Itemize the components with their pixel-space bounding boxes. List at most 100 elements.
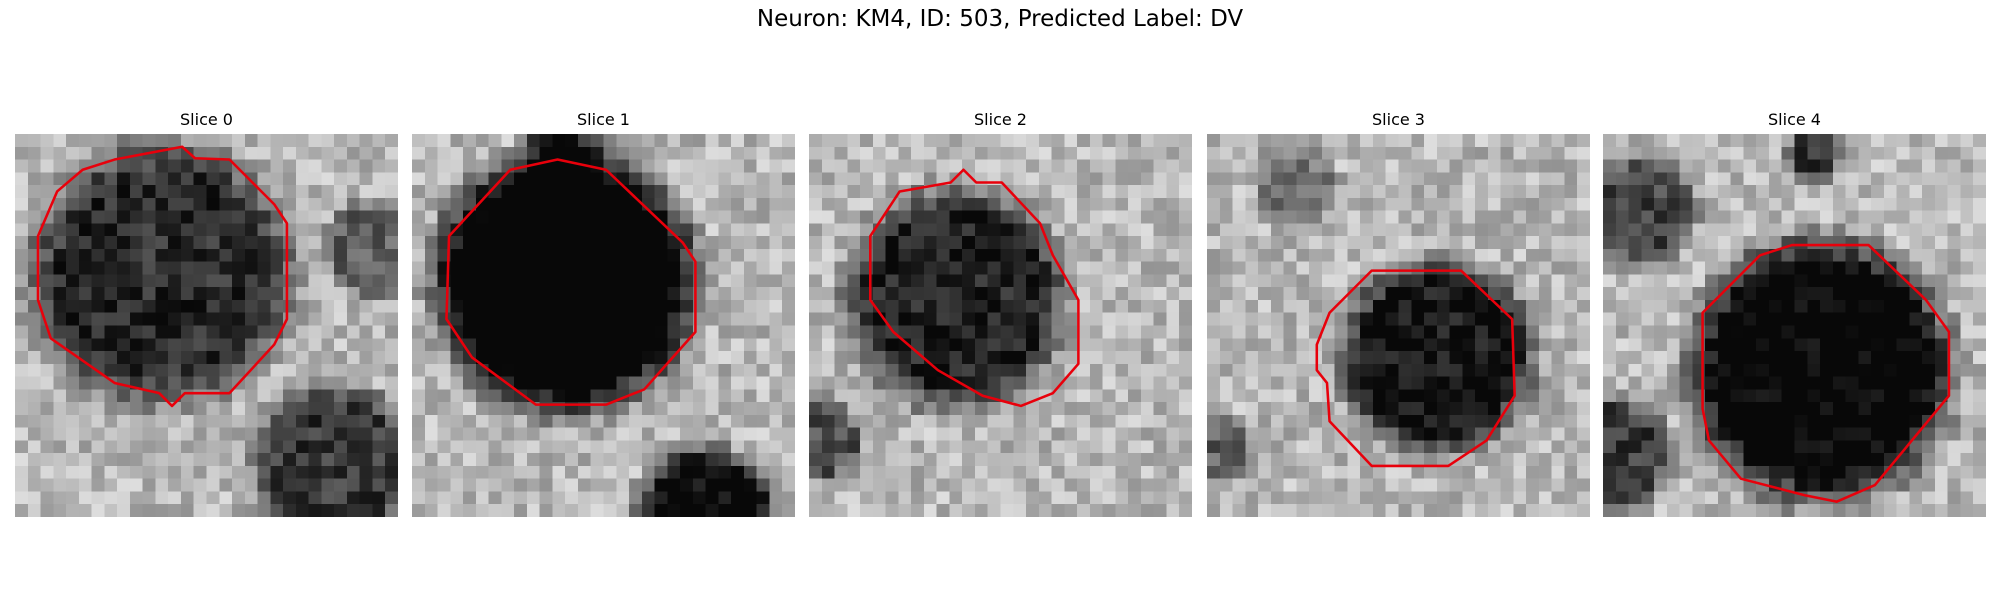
pixel bbox=[488, 299, 503, 314]
pixel bbox=[987, 312, 1002, 327]
pixel bbox=[821, 146, 836, 161]
pixel bbox=[641, 427, 656, 442]
pixel bbox=[1321, 363, 1336, 378]
pixel bbox=[1153, 210, 1168, 225]
pixel bbox=[1232, 185, 1246, 199]
pixel bbox=[577, 223, 592, 237]
pixel bbox=[488, 287, 503, 301]
pixel bbox=[1245, 299, 1259, 314]
pixel bbox=[308, 376, 323, 390]
pixel bbox=[1551, 312, 1566, 327]
pixel bbox=[552, 197, 566, 212]
pixel bbox=[193, 491, 208, 505]
pixel bbox=[1270, 504, 1285, 517]
pixel bbox=[283, 185, 297, 199]
pixel bbox=[526, 185, 541, 199]
pixel bbox=[1934, 299, 1949, 314]
pixel bbox=[15, 478, 29, 493]
pixel bbox=[359, 134, 374, 148]
pixel bbox=[1909, 402, 1923, 416]
pixel bbox=[1551, 236, 1566, 250]
pixel bbox=[552, 299, 566, 314]
pixel bbox=[1794, 197, 1808, 212]
pixel bbox=[1179, 338, 1192, 352]
pixel bbox=[40, 351, 54, 365]
pixel bbox=[526, 197, 541, 212]
pixel bbox=[488, 478, 503, 493]
pixel bbox=[104, 312, 118, 327]
pixel bbox=[244, 491, 259, 505]
pixel bbox=[834, 325, 848, 339]
pixel bbox=[718, 287, 732, 301]
pixel bbox=[1077, 453, 1091, 467]
pixel bbox=[91, 223, 106, 237]
pixel bbox=[1398, 453, 1412, 467]
pixel bbox=[1436, 402, 1451, 416]
pixel bbox=[949, 427, 963, 442]
pixel bbox=[1153, 134, 1168, 148]
pixel bbox=[1794, 248, 1808, 263]
pixel bbox=[475, 299, 490, 314]
pixel bbox=[834, 376, 848, 390]
pixel bbox=[616, 287, 630, 301]
pixel bbox=[1424, 504, 1438, 517]
pixel bbox=[552, 236, 566, 250]
pixel bbox=[1820, 236, 1834, 250]
pixel bbox=[1258, 248, 1272, 263]
pixel bbox=[1909, 376, 1923, 390]
pixel bbox=[1641, 440, 1655, 454]
pixel bbox=[667, 197, 681, 212]
pixel bbox=[1475, 159, 1489, 173]
pixel bbox=[193, 223, 208, 237]
pixel bbox=[1654, 363, 1668, 378]
pixel bbox=[385, 325, 398, 339]
pixel bbox=[359, 440, 374, 454]
pixel bbox=[463, 134, 477, 148]
pixel bbox=[1026, 453, 1040, 467]
pixel bbox=[1179, 159, 1192, 173]
pixel bbox=[898, 389, 912, 403]
pixel bbox=[809, 312, 823, 327]
pixel bbox=[1526, 185, 1540, 199]
pixel bbox=[1896, 338, 1911, 352]
pixel bbox=[1564, 185, 1578, 199]
pixel bbox=[334, 427, 348, 442]
pixel bbox=[321, 504, 335, 517]
pixel bbox=[949, 389, 963, 403]
pixel bbox=[680, 376, 694, 390]
pixel bbox=[1372, 146, 1387, 161]
pixel bbox=[1513, 453, 1527, 467]
pixel bbox=[1321, 504, 1336, 517]
pixel bbox=[1270, 427, 1285, 442]
pixel bbox=[860, 402, 874, 416]
pixel bbox=[885, 376, 900, 390]
pixel bbox=[705, 414, 720, 429]
pixel bbox=[488, 236, 503, 250]
pixel bbox=[1077, 287, 1091, 301]
pixel bbox=[1153, 402, 1168, 416]
pixel bbox=[1102, 325, 1117, 339]
pixel bbox=[1475, 134, 1489, 148]
pixel bbox=[1334, 236, 1349, 250]
pixel bbox=[1934, 248, 1949, 263]
pixel bbox=[1309, 465, 1323, 480]
pixel bbox=[1909, 504, 1923, 517]
pixel bbox=[809, 274, 823, 288]
pixel bbox=[1577, 465, 1590, 480]
pixel bbox=[885, 172, 900, 186]
pixel bbox=[1179, 389, 1192, 403]
pixel bbox=[1219, 299, 1234, 314]
pixel bbox=[1385, 223, 1400, 237]
pixel bbox=[283, 376, 297, 390]
pixel bbox=[1000, 402, 1014, 416]
pixel bbox=[1424, 325, 1438, 339]
pixel bbox=[974, 491, 989, 505]
pixel bbox=[219, 146, 233, 161]
pixel bbox=[1551, 389, 1566, 403]
pixel bbox=[936, 465, 951, 480]
pixel bbox=[1360, 389, 1374, 403]
pixel bbox=[987, 299, 1002, 314]
pixel bbox=[1730, 248, 1745, 263]
pixel bbox=[219, 453, 233, 467]
pixel bbox=[1475, 299, 1489, 314]
